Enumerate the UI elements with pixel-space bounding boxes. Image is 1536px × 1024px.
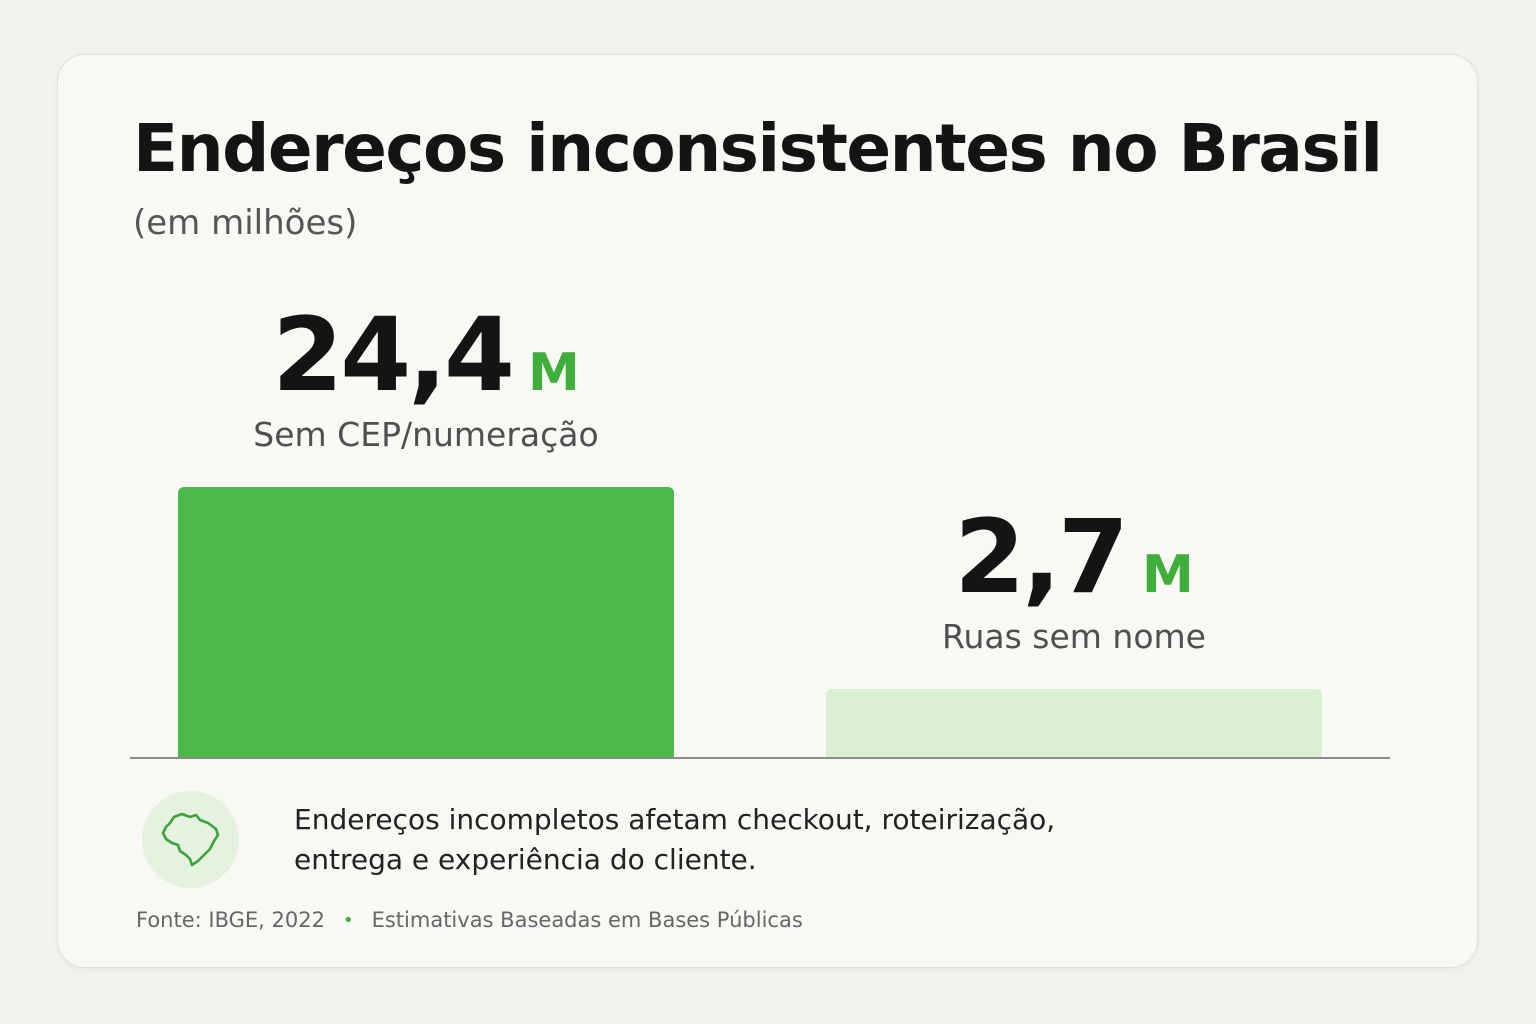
chart-title: Endereços inconsistentes no Brasil xyxy=(133,110,1383,187)
source-text: Fonte: IBGE, 2022 xyxy=(136,908,325,932)
value-number-1: 2,7 xyxy=(954,498,1129,617)
chart-subtitle: (em milhões) xyxy=(133,203,358,243)
source-note: Estimativas Baseadas em Bases Públicas xyxy=(371,908,803,932)
insight-note: Endereços incompletos afetam checkout, r… xyxy=(294,800,1094,880)
value-unit-0: M xyxy=(527,343,580,403)
x-axis-baseline xyxy=(130,757,1390,759)
value-label-0: 24,4 M xyxy=(272,305,579,407)
value-unit-1: M xyxy=(1141,545,1194,605)
source-footer: Fonte: IBGE, 2022 • Estimativas Baseadas… xyxy=(136,908,803,932)
insight-line-1: Endereços incompletos afetam checkout, r… xyxy=(294,803,1056,836)
brazil-map-badge xyxy=(142,791,239,888)
value-number-0: 24,4 xyxy=(272,296,515,415)
category-label-1: Ruas sem nome xyxy=(942,617,1206,656)
category-label-0: Sem CEP/numeração xyxy=(253,415,599,454)
source-separator: • xyxy=(342,909,354,931)
bar-1 xyxy=(826,689,1322,757)
brazil-map-icon xyxy=(161,812,220,867)
bar-0 xyxy=(178,487,674,757)
value-label-1: 2,7 M xyxy=(954,507,1193,609)
insight-line-2: entrega e experiência do cliente. xyxy=(294,843,757,876)
